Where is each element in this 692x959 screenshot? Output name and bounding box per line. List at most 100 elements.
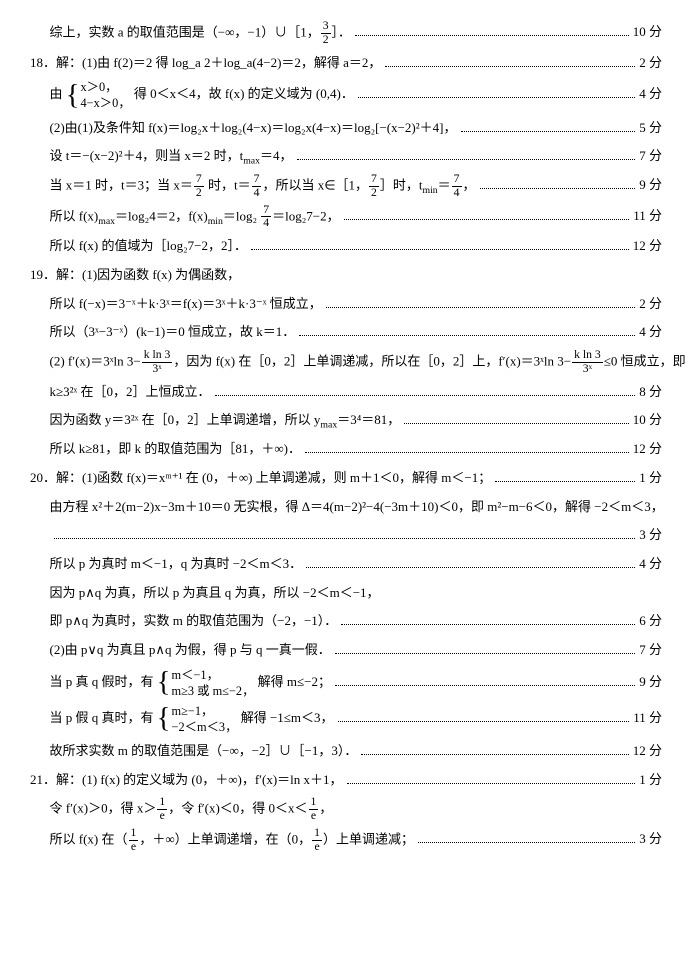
solution-line: 因为 p∧q 为真，所以 p 为真且 q 为真，所以 −2＜m＜−1， xyxy=(30,581,662,606)
leader-dots xyxy=(418,832,635,843)
solution-line: 令 f′(x)＞0，得 x＞1e，令 f′(x)＜0，得 0＜x＜1e， xyxy=(30,796,662,823)
score-label: 8 分 xyxy=(639,380,662,405)
solution-line: 所以 k≥81，即 k 的取值范围为［81，＋∞)． 12 分 xyxy=(30,437,662,462)
leader-dots xyxy=(385,55,635,66)
line-content: 因为 p∧q 为真，所以 p 为真且 q 为真，所以 −2＜m＜−1， xyxy=(30,581,380,606)
score-label: 7 分 xyxy=(639,144,662,169)
score-label: 6 分 xyxy=(639,609,662,634)
solution-line: 综上，实数 a 的取值范围是（−∞，−1）∪［1，32］． 10 分 xyxy=(30,20,662,47)
score-label: 12 分 xyxy=(633,739,662,764)
solution-line: (2)由 p∨q 为真且 p∧q 为假，得 p 与 q 一真一假． 7 分 xyxy=(30,638,662,663)
score-label: 11 分 xyxy=(633,204,662,229)
line-content: 当 p 真 q 假时，有 {m＜−1，m≥3 或 m≤−2， 解得 m≤−2； xyxy=(30,667,331,699)
score-label: 12 分 xyxy=(633,234,662,259)
solution-line: 所以（3ˣ−3⁻ˣ）(k−1)＝0 恒成立，故 k＝1． 4 分 xyxy=(30,320,662,345)
leader-dots xyxy=(495,470,635,481)
score-label: 3 分 xyxy=(639,523,662,548)
score-label: 1 分 xyxy=(639,768,662,793)
leader-dots xyxy=(326,296,636,307)
solution-line: 当 p 假 q 真时，有 {m≥−1，−2＜m＜3， 解得 −1≤m＜3， 11 … xyxy=(30,703,662,735)
line-content: 由 {x＞0，4−x＞0， 得 0＜x＜4，故 f(x) 的定义域为 (0,4)… xyxy=(30,79,354,111)
score-label: 9 分 xyxy=(639,173,662,198)
leader-dots xyxy=(347,772,636,783)
score-label: 7 分 xyxy=(639,638,662,663)
line-content: 设 t＝−(x−2)²＋4，则当 x＝2 时，tmax＝4， xyxy=(30,144,293,169)
solution-line: 所以 f(x) 在（1e，＋∞）上单调递增，在（0，1e）上单调递减； 3 分 xyxy=(30,827,662,854)
leader-dots xyxy=(355,25,629,36)
line-content: 19．解：(1)因为函数 f(x) 为偶函数， xyxy=(30,263,240,288)
leader-dots xyxy=(297,149,636,160)
line-content: 当 p 假 q 真时，有 {m≥−1，−2＜m＜3， 解得 −1≤m＜3， xyxy=(30,703,334,735)
leader-dots xyxy=(480,178,636,189)
solution-line: 21．解：(1) f(x) 的定义域为 (0，＋∞)，f′(x)＝ln x＋1，… xyxy=(30,768,662,793)
score-label: 4 分 xyxy=(639,82,662,107)
line-content: 令 f′(x)＞0，得 x＞1e，令 f′(x)＜0，得 0＜x＜1e， xyxy=(30,796,332,823)
line-content: 当 x＝1 时，t＝3；当 x＝72 时，t＝74，所以当 x∈［1，72］时，… xyxy=(30,173,476,200)
score-label: 9 分 xyxy=(639,670,662,695)
line-content: 所以（3ˣ−3⁻ˣ）(k−1)＝0 恒成立，故 k＝1． xyxy=(30,320,295,345)
leader-dots xyxy=(306,557,635,568)
score-label: 4 分 xyxy=(639,552,662,577)
score-label: 2 分 xyxy=(639,292,662,317)
solution-line: (2)由(1)及条件知 f(x)＝log₂x＋log₂(4−x)＝log₂x(4… xyxy=(30,116,662,141)
solution-line: 设 t＝−(x−2)²＋4，则当 x＝2 时，tmax＝4， 7 分 xyxy=(30,144,662,169)
solution-line: (2) f′(x)＝3ˣln 3−k ln 33ˣ，因为 f(x) 在［0，2］… xyxy=(30,349,662,376)
solution-line: 所以 p 为真时 m＜−1，q 为真时 −2＜m＜3． 4 分 xyxy=(30,552,662,577)
score-label: 4 分 xyxy=(639,320,662,345)
solution-line: 所以 f(−x)＝3⁻ˣ＋k·3ˣ＝f(x)＝3ˣ＋k·3⁻ˣ 恒成立， 2 分 xyxy=(30,292,662,317)
line-content: 因为函数 y＝3²ˣ 在［0，2］上单调递增，所以 ymax＝3⁴＝81， xyxy=(30,408,400,433)
leader-dots xyxy=(335,643,636,654)
score-label: 10 分 xyxy=(633,20,662,45)
line-content: 所以 f(x)max＝log₂4＝2，f(x)min＝log₂ 74＝log₂7… xyxy=(30,204,340,231)
score-label: 10 分 xyxy=(633,408,662,433)
line-content: 18．解：(1)由 f(2)＝2 得 log_a 2＋log_a(4−2)＝2，… xyxy=(30,51,381,76)
leader-dots xyxy=(305,442,629,453)
line-content: (2) f′(x)＝3ˣln 3−k ln 33ˣ，因为 f(x) 在［0，2］… xyxy=(30,349,686,376)
line-content: 故所求实数 m 的取值范围是（−∞，−2］∪［−1，3）． xyxy=(30,739,357,764)
solution-line: 20．解：(1)函数 f(x)＝xᵐ⁺¹ 在 (0，＋∞) 上单调递减，则 m＋… xyxy=(30,466,662,491)
score-label: 3 分 xyxy=(639,827,662,852)
solution-document: 综上，实数 a 的取值范围是（−∞，−1）∪［1，32］． 10 分 18．解：(1… xyxy=(30,20,662,854)
line-content: (2)由 p∨q 为真且 p∧q 为假，得 p 与 q 一真一假． xyxy=(30,638,331,663)
leader-dots xyxy=(215,384,636,395)
solution-line: 所以 f(x)max＝log₂4＝2，f(x)min＝log₂ 74＝log₂7… xyxy=(30,204,662,231)
line-content: 所以 f(x) 在（1e，＋∞）上单调递增，在（0，1e）上单调递减； xyxy=(30,827,414,854)
solution-line: 因为函数 y＝3²ˣ 在［0，2］上单调递增，所以 ymax＝3⁴＝81， 10 … xyxy=(30,408,662,433)
line-content: 即 p∧q 为真时，实数 m 的取值范围为（−2，−1）． xyxy=(30,609,337,634)
leader-dots xyxy=(251,239,629,250)
solution-line: 故所求实数 m 的取值范围是（−∞，−2］∪［−1，3）． 12 分 xyxy=(30,739,662,764)
leader-dots xyxy=(299,325,635,336)
solution-line: 即 p∧q 为真时，实数 m 的取值范围为（−2，−1）． 6 分 xyxy=(30,609,662,634)
leader-dots xyxy=(335,674,635,685)
line-content: (2)由(1)及条件知 f(x)＝log₂x＋log₂(4−x)＝log₂x(4… xyxy=(30,116,457,141)
line-content: 综上，实数 a 的取值范围是（−∞，−1）∪［1，32］． xyxy=(30,20,351,47)
solution-line: 当 x＝1 时，t＝3；当 x＝72 时，t＝74，所以当 x∈［1，72］时，… xyxy=(30,173,662,200)
solution-line: k≥3²ˣ 在［0，2］上恒成立． 8 分 xyxy=(30,380,662,405)
score-label: 11 分 xyxy=(633,706,662,731)
score-label: 12 分 xyxy=(633,437,662,462)
line-content: 所以 k≥81，即 k 的取值范围为［81，＋∞)． xyxy=(30,437,301,462)
line-content: 所以 f(−x)＝3⁻ˣ＋k·3ˣ＝f(x)＝3ˣ＋k·3⁻ˣ 恒成立， xyxy=(30,292,322,317)
solution-line: 3 分 xyxy=(30,523,662,548)
solution-line: 由 {x＞0，4−x＞0， 得 0＜x＜4，故 f(x) 的定义域为 (0,4)… xyxy=(30,79,662,111)
score-label: 1 分 xyxy=(639,466,662,491)
line-content: 所以 p 为真时 m＜−1，q 为真时 −2＜m＜3． xyxy=(30,552,302,577)
line-content: 20．解：(1)函数 f(x)＝xᵐ⁺¹ 在 (0，＋∞) 上单调递减，则 m＋… xyxy=(30,466,491,491)
leader-dots xyxy=(404,413,628,424)
line-content: 由方程 x²＋2(m−2)x−3m＋10＝0 无实根，得 Δ＝4(m−2)²−4… xyxy=(30,495,664,520)
leader-dots xyxy=(358,87,635,98)
solution-line: 由方程 x²＋2(m−2)x−3m＋10＝0 无实根，得 Δ＝4(m−2)²−4… xyxy=(30,495,662,520)
leader-dots xyxy=(54,528,636,539)
line-content: 21．解：(1) f(x) 的定义域为 (0，＋∞)，f′(x)＝ln x＋1， xyxy=(30,768,343,793)
leader-dots xyxy=(341,614,635,625)
solution-line: 当 p 真 q 假时，有 {m＜−1，m≥3 或 m≤−2， 解得 m≤−2； 9… xyxy=(30,667,662,699)
solution-line: 18．解：(1)由 f(2)＝2 得 log_a 2＋log_a(4−2)＝2，… xyxy=(30,51,662,76)
solution-line: 19．解：(1)因为函数 f(x) 为偶函数， xyxy=(30,263,662,288)
score-label: 2 分 xyxy=(639,51,662,76)
line-content: k≥3²ˣ 在［0，2］上恒成立． xyxy=(30,380,211,405)
score-label: 5 分 xyxy=(639,116,662,141)
leader-dots xyxy=(344,209,630,220)
leader-dots xyxy=(361,743,628,754)
leader-dots xyxy=(338,710,630,721)
solution-line: 所以 f(x) 的值域为［log₂7−2，2］．12 分 xyxy=(30,234,662,259)
